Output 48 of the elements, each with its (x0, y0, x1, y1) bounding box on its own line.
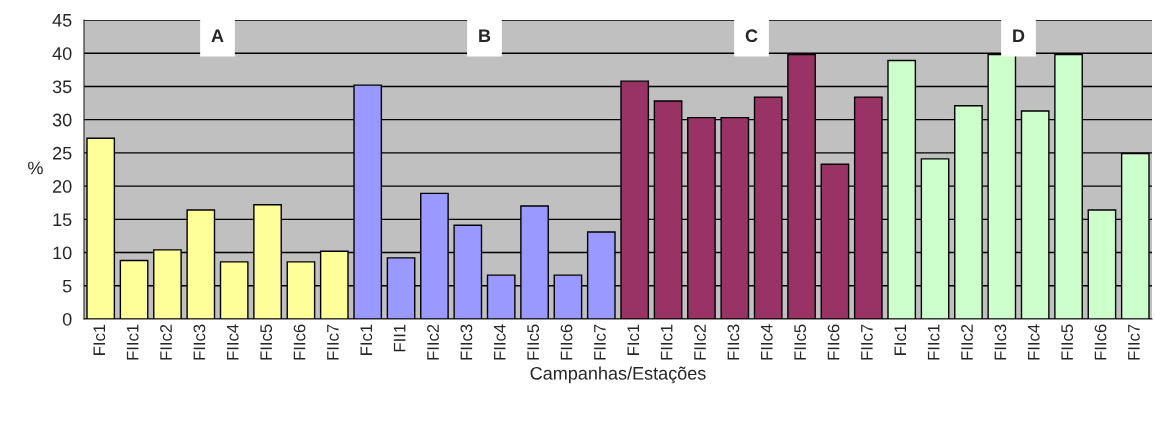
x-tick-label: FIIc2 (160, 324, 172, 360)
annotation: B (479, 29, 491, 42)
x-tick-label: FIIc6 (1094, 324, 1107, 360)
annotation: D (1013, 29, 1025, 42)
annotation: C (745, 29, 758, 43)
x-tick-label: FIIc5 (1061, 324, 1074, 360)
x-tick-label: FIIc3 (994, 324, 1007, 360)
x-tick-label: FIIc3 (460, 324, 473, 360)
x-tick-label: FIIc4 (494, 324, 506, 360)
y-tick-label: 25 (53, 146, 72, 160)
x-tick-label: FIIc1 (126, 324, 139, 360)
x-tick-label: FIIc7 (1128, 324, 1140, 360)
x-tick-label: FIIc2 (427, 324, 439, 360)
x-tick-label: FIIc2 (694, 324, 706, 360)
x-tick-label: FIIc1 (927, 324, 940, 360)
y-tick-label: 10 (53, 246, 72, 260)
x-tick-label: FIIc6 (560, 324, 573, 360)
x-tick-label: FIIc3 (727, 324, 740, 360)
y-axis-title: % (28, 161, 43, 175)
x-tick-label: FIIc5 (260, 324, 273, 360)
x-tick-label: FIIc1 (660, 324, 673, 360)
y-tick-label: 45 (52, 14, 72, 27)
x-tick-label: FIc1 (93, 324, 106, 355)
x-tick-label: FIIc5 (794, 324, 807, 360)
x-tick-label: FIIc7 (594, 324, 606, 360)
x-axis-title: Campanhas/Estações (530, 366, 706, 384)
annotation: A (211, 29, 224, 42)
y-tick-label: 30 (52, 113, 72, 127)
y-tick-label: 0 (62, 312, 72, 326)
x-tick-label: FIIc5 (527, 324, 540, 360)
x-tick-label: FIc1 (894, 324, 907, 355)
y-tick-label: 20 (53, 180, 72, 193)
x-tick-label: FIIc7 (861, 324, 873, 360)
y-tick-label: 35 (52, 80, 72, 94)
x-tick-label: FIIc4 (227, 324, 239, 360)
x-tick-label: FIc1 (627, 324, 640, 355)
x-tick-label: FIIc6 (293, 324, 306, 360)
x-tick-label: FIIc7 (327, 324, 339, 360)
x-tick-label: FIc1 (360, 324, 373, 355)
x-tick-label: FIIc4 (761, 324, 773, 360)
y-tick-label: 15 (53, 213, 72, 227)
y-tick-label: 5 (62, 279, 72, 293)
x-tick-label: FIIc2 (961, 324, 973, 360)
x-tick-label: FII1 (393, 324, 406, 352)
y-tick-label: 40 (52, 47, 72, 60)
x-tick-label: FIIc4 (1028, 324, 1040, 360)
x-tick-label: FIIc3 (193, 324, 206, 360)
x-tick-label: FIIc6 (827, 324, 840, 360)
